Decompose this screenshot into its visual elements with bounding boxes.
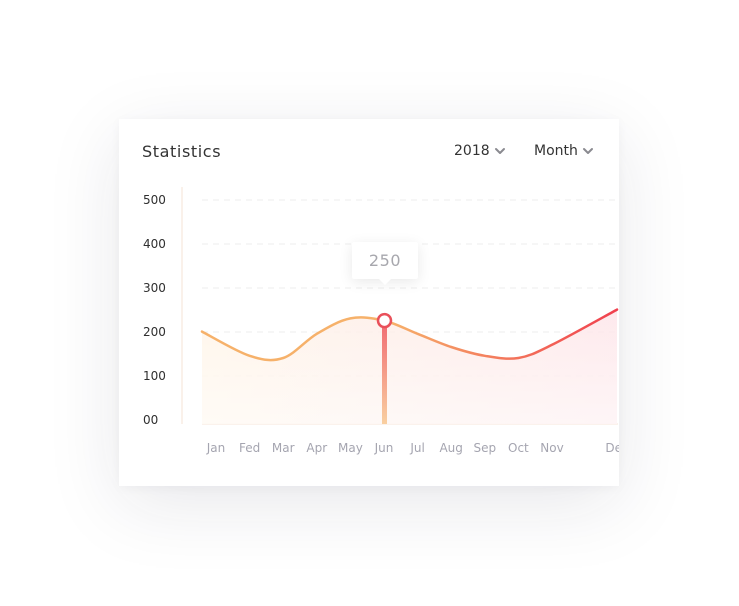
y-tick-label: 200 bbox=[143, 325, 166, 339]
data-point-mar bbox=[279, 354, 287, 362]
y-tick-label: 300 bbox=[143, 281, 166, 295]
line-chart: 500 400 300 200 100 00 Jan Fed Mar Apr May Jun Jul Au… bbox=[143, 187, 619, 455]
data-point-oct bbox=[514, 354, 522, 362]
highlight-bar bbox=[382, 320, 387, 424]
x-tick-label: Sep bbox=[473, 441, 496, 455]
x-tick-label: Jan bbox=[206, 441, 226, 455]
year-dropdown[interactable]: 2018 bbox=[454, 143, 506, 159]
data-point-apr bbox=[313, 330, 321, 338]
chart-tooltip: 250 bbox=[352, 242, 418, 285]
x-tick-label: Jul bbox=[409, 441, 424, 455]
data-point-may bbox=[346, 314, 354, 322]
x-tick-label: Aug bbox=[439, 441, 462, 455]
y-tick-label: 100 bbox=[143, 369, 166, 383]
chevron-down-icon bbox=[494, 148, 505, 154]
chevron-down-icon bbox=[582, 148, 593, 154]
data-point-jan bbox=[198, 328, 206, 336]
x-tick-label: Nov bbox=[540, 441, 563, 455]
series-line bbox=[200, 308, 619, 362]
y-tick-label: 400 bbox=[143, 237, 166, 251]
x-tick-label: May bbox=[338, 441, 363, 455]
y-tick-label: 00 bbox=[143, 413, 158, 427]
x-tick-label: Jun bbox=[374, 441, 394, 455]
y-tick-label: 500 bbox=[143, 193, 166, 207]
x-tick-label: Oct bbox=[508, 441, 529, 455]
x-tick-label: Fed bbox=[239, 441, 260, 455]
area-fade bbox=[202, 309, 617, 424]
data-point-jul bbox=[414, 330, 422, 338]
highlight-marker[interactable] bbox=[376, 312, 393, 329]
x-tick-label: Dec bbox=[605, 441, 619, 455]
data-point-aug bbox=[447, 343, 455, 351]
x-tick-label: Apr bbox=[306, 441, 327, 455]
period-dropdown-value: Month bbox=[534, 143, 578, 159]
period-dropdown[interactable]: Month bbox=[534, 143, 594, 159]
statistics-card: Statistics 2018 Month bbox=[119, 119, 619, 486]
card-title: Statistics bbox=[142, 142, 222, 161]
data-point-sep bbox=[481, 352, 489, 360]
data-point-nov bbox=[548, 341, 556, 349]
year-dropdown-value: 2018 bbox=[454, 143, 490, 159]
data-point-fed bbox=[246, 352, 254, 360]
x-tick-label: Mar bbox=[272, 441, 295, 455]
